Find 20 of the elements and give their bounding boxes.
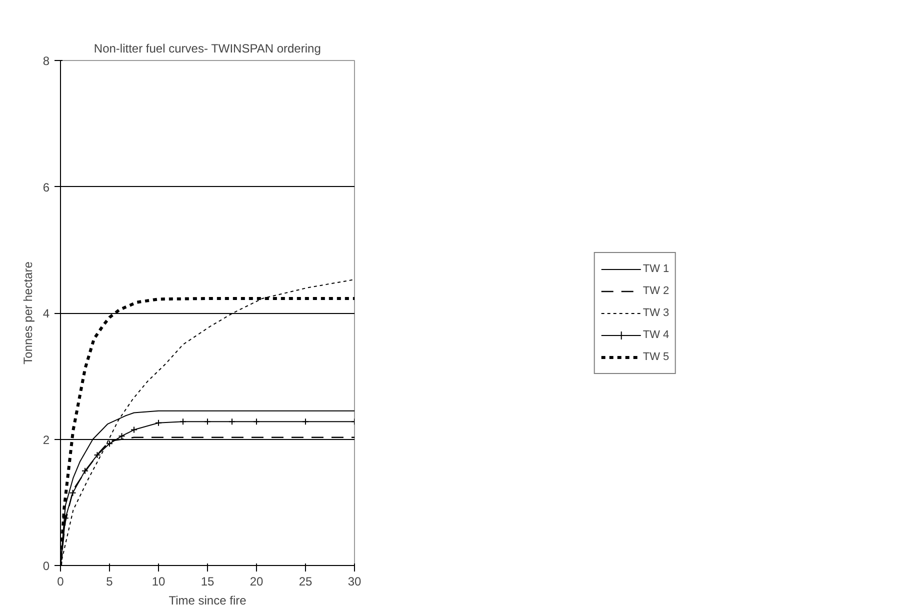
x-tick-label: 5: [106, 574, 114, 588]
x-tick-label: 15: [200, 574, 214, 588]
x-tick-label: 10: [152, 574, 166, 588]
y-tick-label: 6: [42, 180, 50, 194]
legend-label: TW 2: [642, 284, 670, 296]
x-tick-label: 30: [348, 574, 362, 588]
x-tick-label: 20: [250, 574, 264, 588]
y-tick-label: 2: [42, 432, 50, 447]
y-axis-title: Tonnes per hectare: [20, 261, 35, 364]
legend-label: TW 3: [642, 306, 670, 318]
chart-title: Non-litter fuel curves- TWINSPAN ordering: [94, 42, 321, 56]
x-axis-title: Time since fire: [168, 594, 247, 608]
x-tick-label: 0: [57, 574, 64, 588]
y-tick-label: 0: [42, 559, 50, 573]
legend-label: TW 1: [642, 262, 670, 274]
legend-label: TW 4: [642, 328, 670, 340]
y-tick-label: 8: [42, 54, 50, 68]
x-tick-label: 25: [298, 574, 312, 588]
y-tick-label: 4: [42, 306, 50, 320]
legend-label: TW 5: [642, 350, 670, 362]
